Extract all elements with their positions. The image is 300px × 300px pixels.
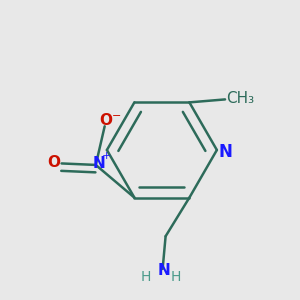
Text: +: + bbox=[101, 151, 111, 161]
Text: O: O bbox=[48, 155, 61, 170]
Text: −: − bbox=[112, 111, 121, 121]
Text: N: N bbox=[92, 156, 105, 171]
Text: O: O bbox=[100, 113, 113, 128]
Text: H: H bbox=[141, 270, 152, 284]
Text: N: N bbox=[218, 143, 232, 161]
Text: H: H bbox=[171, 270, 181, 284]
Text: N: N bbox=[158, 263, 170, 278]
Text: CH₃: CH₃ bbox=[226, 91, 255, 106]
